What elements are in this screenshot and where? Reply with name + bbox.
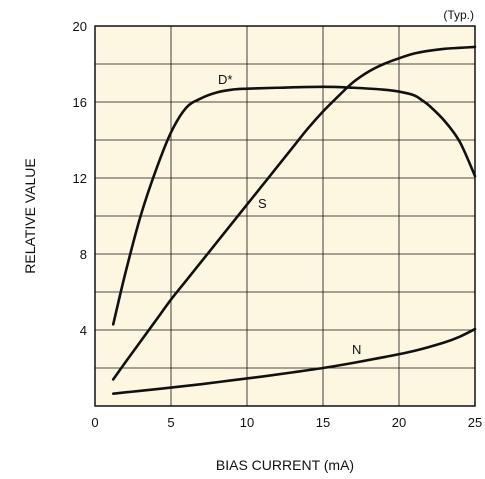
x-tick-label: 0 [91, 415, 98, 430]
plot-frame [94, 25, 476, 407]
series-label-s: S [258, 196, 267, 211]
gridlines [95, 26, 475, 406]
x-tick-label: 20 [392, 415, 406, 430]
y-tick-label: 16 [73, 95, 87, 110]
x-tick-label: 25 [468, 415, 482, 430]
y-tick-label: 20 [73, 19, 87, 34]
series-label-n: N [352, 342, 361, 357]
series-label-d-star: D* [218, 72, 232, 87]
x-tick-label: 15 [316, 415, 330, 430]
x-axis-title: BIAS CURRENT (mA) [216, 457, 354, 473]
y-tick-label: 4 [80, 323, 87, 338]
series-line-0 [111, 85, 477, 326]
typ-annotation: (Typ.) [443, 8, 474, 22]
y-tick-label: 12 [73, 171, 87, 186]
y-tick-label: 8 [80, 247, 87, 262]
series-line-2 [111, 327, 477, 395]
y-axis-title: RELATIVE VALUE [22, 158, 38, 273]
x-tick-labels: 0 5 10 15 20 25 [91, 415, 482, 430]
series-line-1 [111, 45, 477, 381]
y-tick-labels: 4 8 12 16 20 [73, 19, 87, 338]
x-tick-label: 10 [240, 415, 254, 430]
series-layer [111, 45, 477, 395]
x-tick-label: 5 [167, 415, 174, 430]
